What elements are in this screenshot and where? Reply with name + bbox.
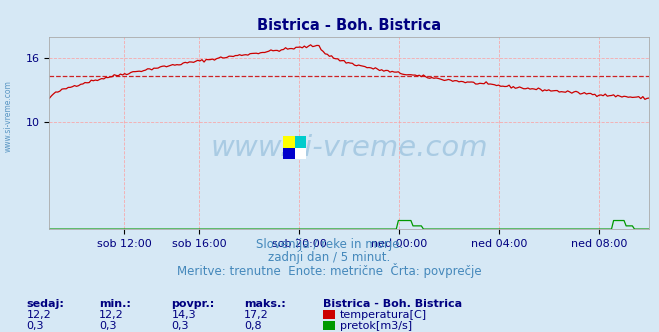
Text: 17,2: 17,2: [244, 310, 269, 320]
Bar: [283, 136, 295, 148]
Text: Slovenija / reke in morje.: Slovenija / reke in morje.: [256, 237, 403, 251]
Bar: [295, 148, 306, 159]
Text: Meritve: trenutne  Enote: metrične  Črta: povprečje: Meritve: trenutne Enote: metrične Črta: …: [177, 263, 482, 278]
Text: temperatura[C]: temperatura[C]: [340, 310, 427, 320]
Text: zadnji dan / 5 minut.: zadnji dan / 5 minut.: [268, 251, 391, 264]
Text: www.si-vreme.com: www.si-vreme.com: [210, 134, 488, 162]
Bar: [295, 136, 306, 148]
Text: 14,3: 14,3: [171, 310, 196, 320]
Text: Bistrica - Boh. Bistrica: Bistrica - Boh. Bistrica: [323, 299, 462, 309]
Text: 0,8: 0,8: [244, 321, 262, 331]
Text: pretok[m3/s]: pretok[m3/s]: [340, 321, 412, 331]
Text: 12,2: 12,2: [99, 310, 124, 320]
Text: maks.:: maks.:: [244, 299, 285, 309]
Text: 0,3: 0,3: [171, 321, 189, 331]
Text: www.si-vreme.com: www.si-vreme.com: [3, 80, 13, 152]
Text: 0,3: 0,3: [99, 321, 117, 331]
Bar: [283, 148, 295, 159]
Text: 0,3: 0,3: [26, 321, 44, 331]
Title: Bistrica - Boh. Bistrica: Bistrica - Boh. Bistrica: [257, 18, 442, 33]
Text: povpr.:: povpr.:: [171, 299, 215, 309]
Text: min.:: min.:: [99, 299, 130, 309]
Text: 12,2: 12,2: [26, 310, 51, 320]
Text: sedaj:: sedaj:: [26, 299, 64, 309]
